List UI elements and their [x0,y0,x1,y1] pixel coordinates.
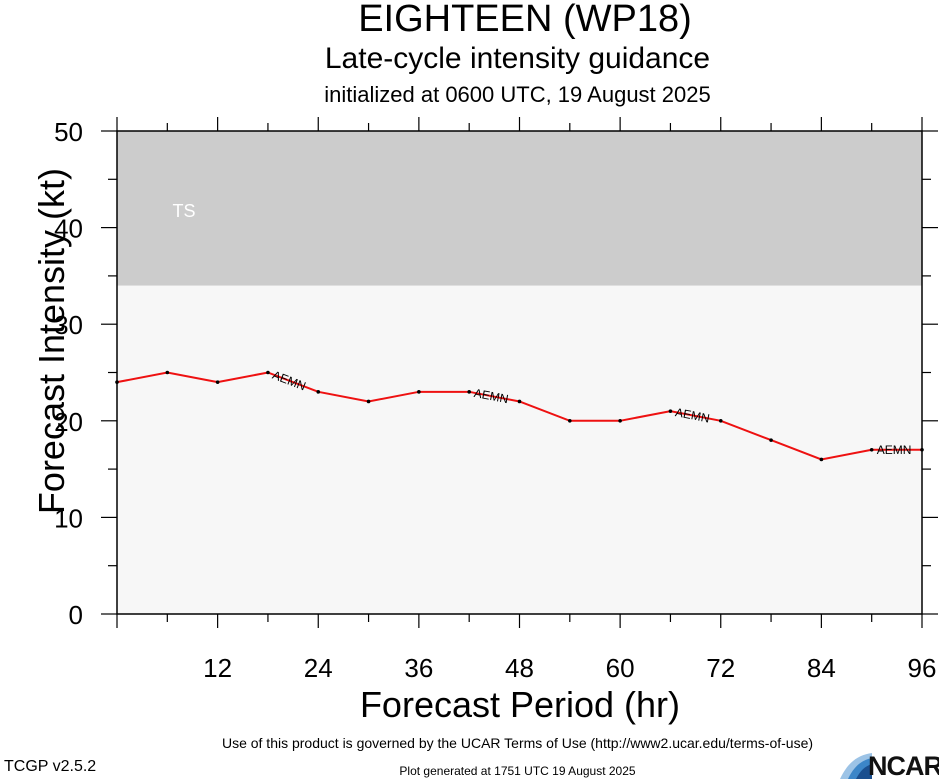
intensity-chart: TS 12 24 36 48 60 72 84 96 0 10 20 30 40 50 AEMN AEMN AEM… [54,117,938,683]
y-tick-label: 0 [69,600,83,630]
x-tick-label: 12 [203,653,232,683]
data-point [668,409,673,413]
data-point [165,370,170,375]
band-ts [117,131,922,286]
x-tick-label: 84 [807,653,836,683]
y-tick-label: 30 [54,310,83,340]
ncar-logo-icon [840,753,872,779]
ncar-logo-text: NCAR [868,751,939,781]
y-tick-label: 10 [54,503,83,533]
data-point [618,419,622,423]
data-point [316,390,321,394]
data-point [366,399,371,404]
version-label: TCGP v2.5.2 [4,758,97,775]
chart-title: EIGHTEEN (WP18) [358,0,692,40]
generated-timestamp: Plot generated at 1751 UTC 19 August 202… [399,764,636,778]
data-point [819,457,824,462]
y-tick-label: 50 [54,117,83,147]
x-tick-label: 72 [706,653,735,683]
y-tick-label: 40 [54,214,83,244]
x-tick-label: 36 [404,653,433,683]
series-label: AEMN [877,443,912,457]
x-tick-label: 60 [606,653,635,683]
data-point [115,380,119,384]
x-tick-label: 24 [304,653,333,683]
chart-subtitle: Late-cycle intensity guidance [324,42,711,75]
data-point [869,447,874,452]
x-tick-label: 96 [908,653,937,683]
data-point [920,447,924,452]
y-axis-label: Forecast Intensity (kt) [31,167,72,515]
data-point [718,419,723,423]
ncar-logo: NCAR [838,751,939,781]
y-tick-label: 20 [54,407,83,437]
data-point [769,438,773,442]
x-axis-label: Forecast Period (hr) [359,684,681,725]
data-point [417,390,421,394]
initialization-time: initialized at 0600 UTC, 19 August 2025 [324,82,711,107]
series-label: AEMN [473,386,510,406]
data-point [517,399,522,404]
data-point [215,380,220,384]
data-point [266,370,270,375]
data-point [467,390,471,394]
data-point [568,419,572,423]
series-label: AEMN [674,405,711,425]
terms-of-use-notice: Use of this product is governed by the U… [221,735,814,751]
band-label: TS [172,201,195,221]
x-tick-label: 48 [505,653,534,683]
